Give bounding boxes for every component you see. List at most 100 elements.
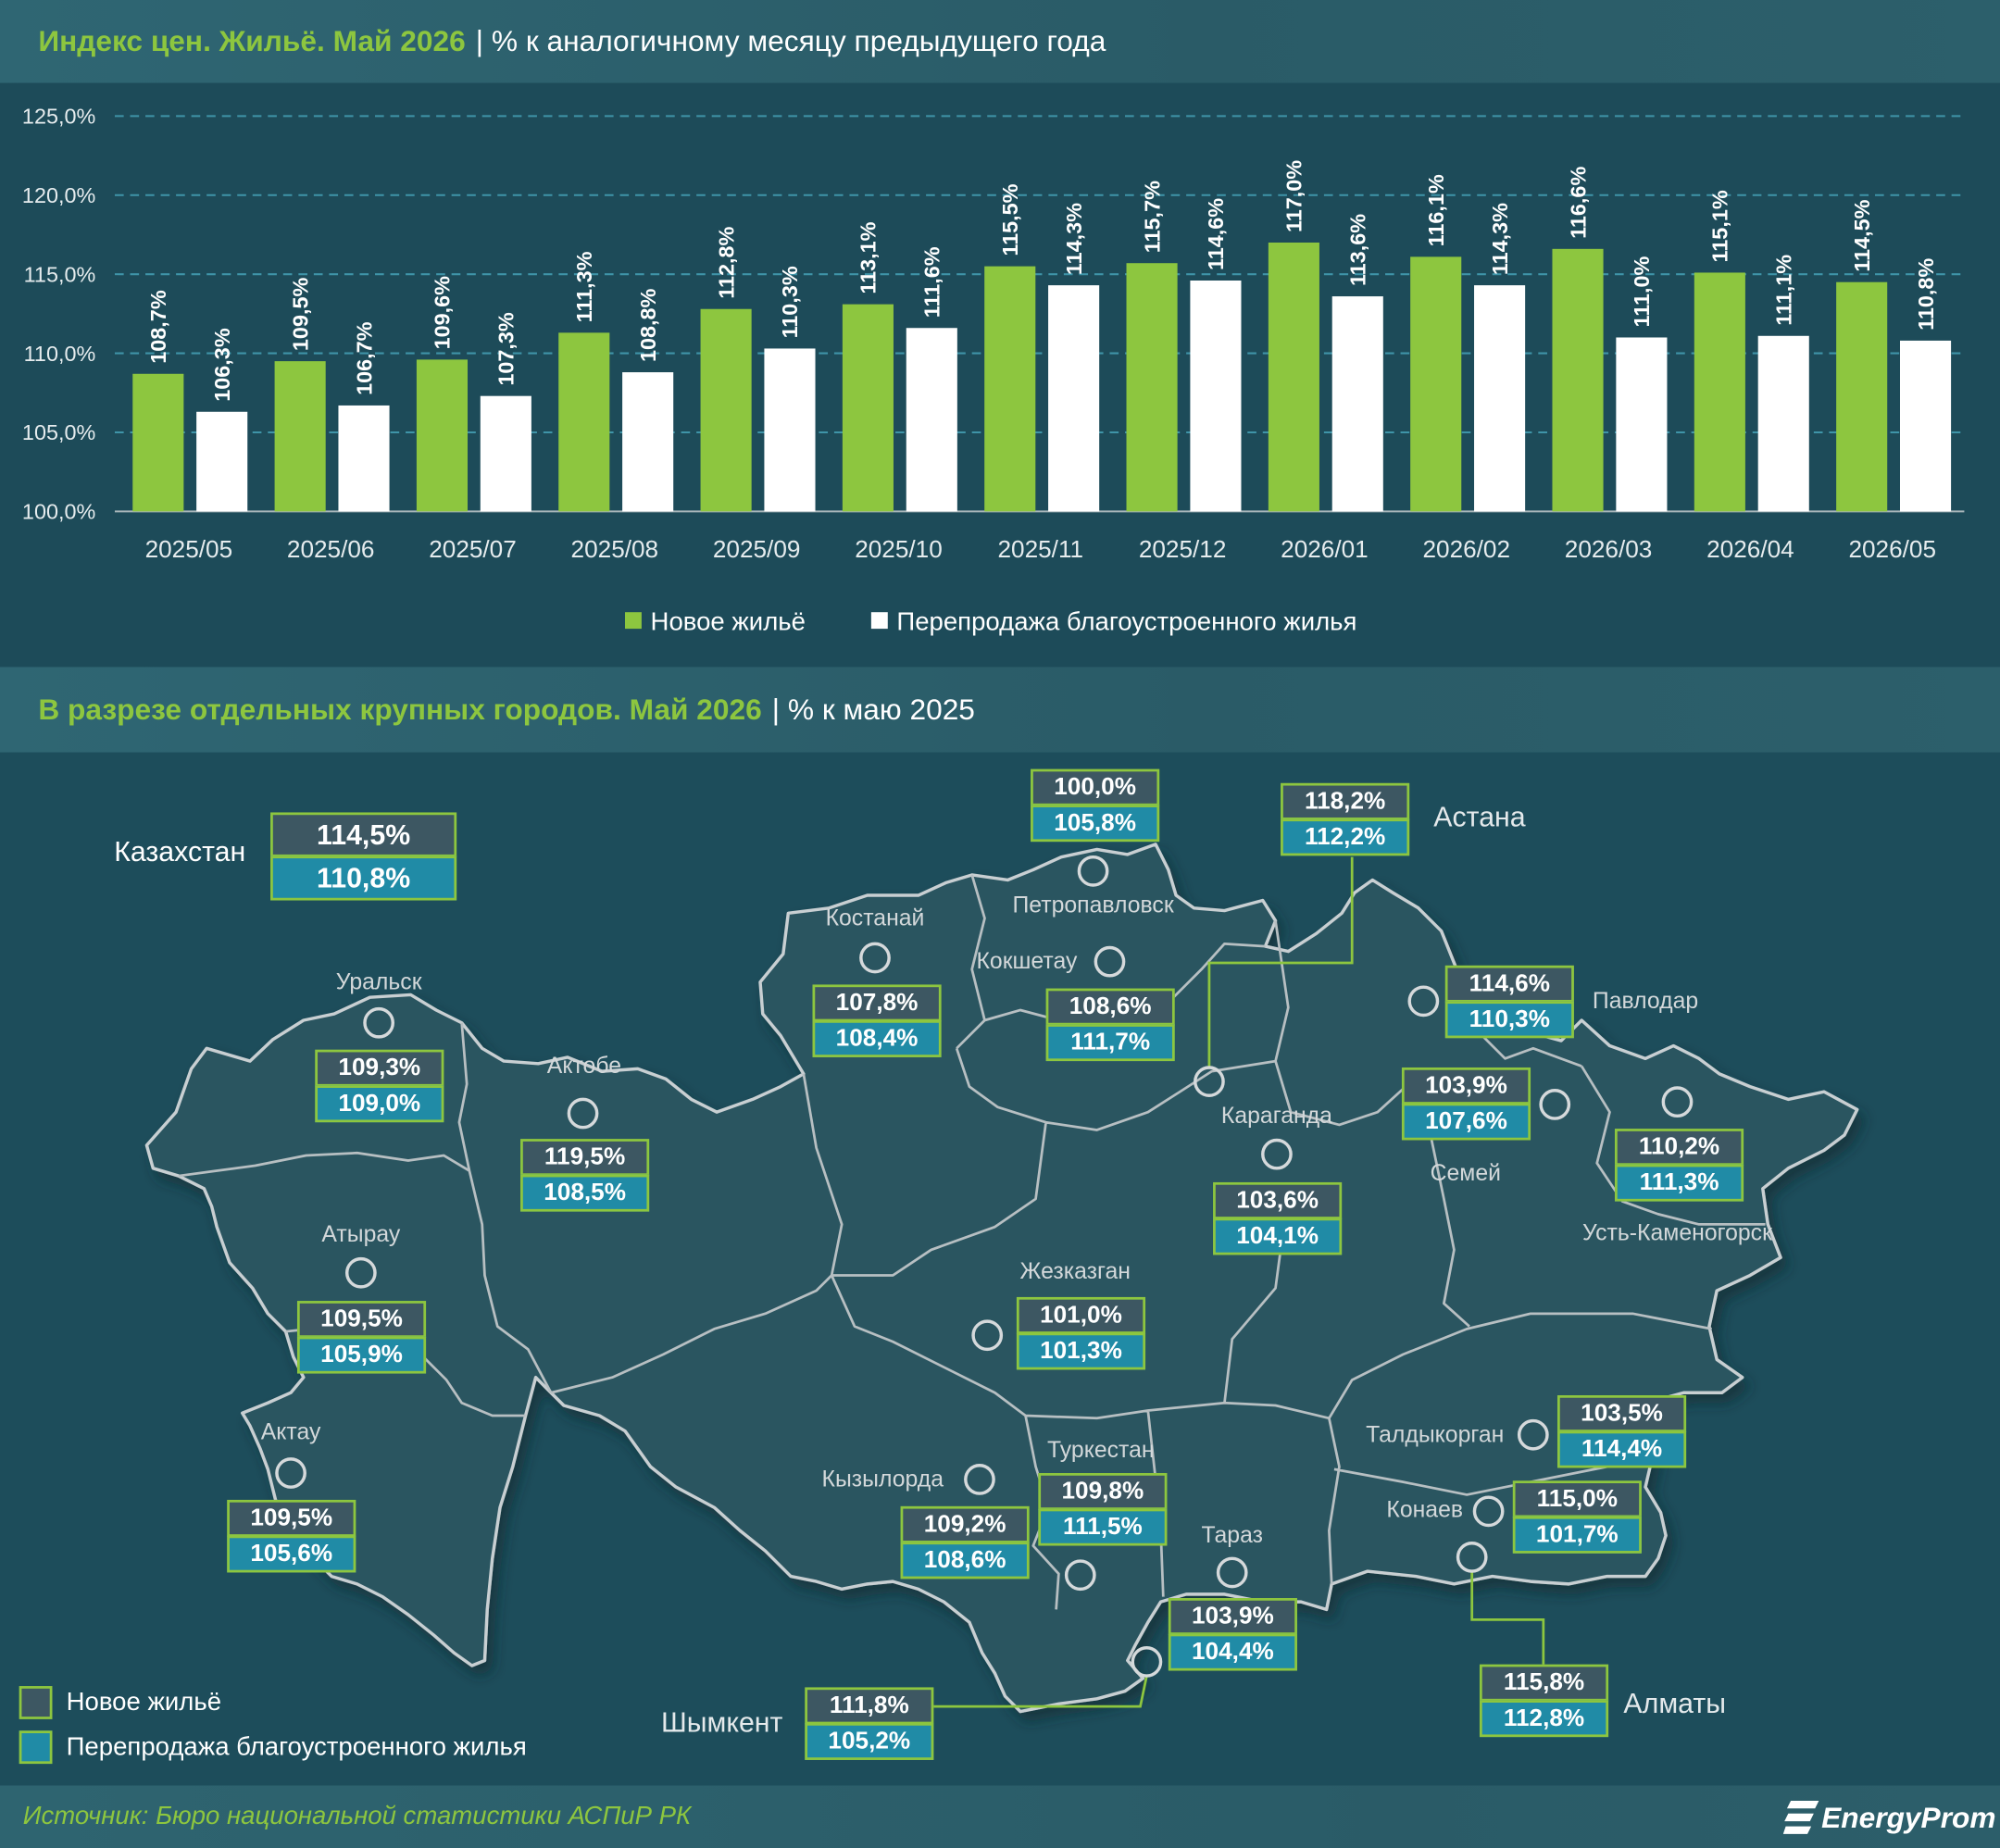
resale-housing-value: 110,3% [1444, 1001, 1574, 1039]
resale-housing-value: 112,8% [1479, 1700, 1609, 1738]
x-tick-label: 2026/01 [1281, 535, 1369, 563]
city-marker-layer [275, 855, 1694, 1678]
city-label: Кокшетау [976, 948, 1078, 974]
resale-housing-value: 105,9% [296, 1336, 427, 1374]
city-label: Конаев [1386, 1496, 1464, 1523]
city-value-box: 109,5% 105,6% [227, 1499, 356, 1573]
city-value-box: 100,0% 105,8% [1031, 768, 1160, 843]
city-value-box: 103,6% 104,1% [1213, 1181, 1343, 1255]
new-housing-value: 103,6% [1213, 1181, 1343, 1219]
footer: Источник: Бюро национальной статистики А… [0, 1785, 2000, 1848]
new-housing-value: 114,6% [1444, 965, 1574, 1003]
new-housing-value: 109,2% [900, 1505, 1030, 1543]
new-housing-value: 111,8% [805, 1687, 934, 1725]
city-value-box: 119,5% 108,5% [520, 1139, 650, 1212]
chart-title: Индекс цен. Жильё. Май 2026 [38, 24, 466, 57]
city-marker-icon [275, 1457, 306, 1489]
city-value-box: 115,0% 101,7% [1512, 1480, 1642, 1554]
city-value-box: 115,8% 112,8% [1479, 1664, 1609, 1738]
value-label: 111,6% [920, 246, 944, 318]
bar-resale-2026-01 [1331, 296, 1383, 512]
bar-new-2025-07 [416, 359, 469, 512]
city-value-box: 114,6% 110,3% [1444, 965, 1574, 1039]
y-tick-label: 120,0% [22, 183, 95, 207]
bar-resale-2026-04 [1757, 335, 1809, 512]
y-tick-label: 115,0% [24, 262, 96, 286]
country-label: Казахстан [114, 835, 246, 868]
bar-resale-2026-05 [1899, 340, 1952, 512]
resale-housing-value: 111,3% [1614, 1164, 1744, 1202]
city-label: Караганда [1220, 1102, 1332, 1129]
value-label: 113,1% [856, 221, 881, 293]
value-label: 114,3% [1488, 203, 1512, 275]
bar-resale-2025-07 [480, 395, 531, 512]
city-label: Жезказган [1019, 1257, 1131, 1284]
value-label: 109,5% [288, 278, 312, 352]
new-housing-value: 109,8% [1038, 1473, 1168, 1510]
resale-housing-value: 105,8% [1031, 805, 1160, 843]
resale-housing-value: 112,2% [1281, 818, 1410, 856]
city-value-box: 107,8% 108,4% [812, 984, 942, 1057]
connector-line [933, 1675, 1148, 1708]
bar-resale-2025-11 [1048, 285, 1100, 512]
resale-housing-value: 108,4% [812, 1020, 942, 1057]
bar-new-2025-05 [132, 373, 184, 512]
label-layer: 108,7% 106,3% 2025/05 109,5% 106,7% 2025/06 10… [145, 160, 1938, 563]
resale-housing-value: 111,5% [1038, 1508, 1168, 1546]
city-marker-icon [1456, 1542, 1488, 1573]
city-marker-icon [1661, 1086, 1694, 1118]
x-tick-label: 2026/02 [1422, 535, 1510, 563]
map-header: В разрезе отдельных крупных городов. Май… [0, 667, 2000, 753]
value-label: 111,3% [572, 251, 596, 322]
bar-resale-2025-08 [622, 372, 674, 512]
city-marker-icon [363, 1006, 395, 1039]
city-marker-icon [567, 1097, 599, 1130]
city-marker-icon [1261, 1138, 1293, 1170]
value-label: 108,7% [146, 290, 170, 364]
value-label: 109,6% [431, 276, 455, 350]
bar-new-2025-11 [984, 266, 1036, 512]
resale-housing-value: 101,3% [1016, 1332, 1146, 1370]
bar-new-2026-05 [1836, 281, 1888, 512]
city-label: Талдыкорган [1366, 1421, 1505, 1447]
city-label: Актобе [546, 1053, 622, 1079]
value-label: 111,1% [1771, 255, 1795, 326]
new-housing-value: 118,2% [1281, 782, 1410, 820]
chart-subtitle: | % к аналогичному месяцу предыдущего го… [475, 24, 1106, 57]
connector-line [1470, 1571, 1545, 1665]
x-tick-label: 2025/07 [429, 535, 517, 563]
country-new-value: 114,5% [270, 812, 457, 857]
value-label: 110,3% [778, 266, 802, 338]
city-marker-icon [1094, 945, 1126, 978]
city-label: Уральск [335, 968, 422, 994]
city-marker-icon [964, 1464, 995, 1495]
value-label: 115,5% [998, 183, 1022, 256]
city-label: Кызылорда [821, 1466, 944, 1492]
logo-text: EnergyProm [1821, 1801, 1996, 1834]
connector-layer [933, 856, 1545, 1708]
new-housing-value: 109,5% [296, 1301, 427, 1338]
new-housing-value: 107,8% [812, 984, 942, 1022]
bar-new-2026-02 [1410, 256, 1462, 512]
value-label: 110,8% [1914, 258, 1938, 331]
value-label: 114,5% [1850, 199, 1874, 271]
city-value-box: 103,9% 104,4% [1168, 1598, 1297, 1671]
city-label: Семей [1430, 1159, 1502, 1186]
value-label: 107,3% [494, 312, 519, 386]
city-value-box: 103,9% 107,6% [1401, 1067, 1531, 1141]
new-housing-value: 115,8% [1479, 1664, 1609, 1702]
value-label: 117,0% [1282, 160, 1306, 232]
city-marker-icon [1407, 985, 1440, 1018]
y-tick-label: 105,0% [22, 420, 95, 444]
resale-housing-value: 111,7% [1045, 1024, 1175, 1062]
city-marker-icon [1216, 1556, 1248, 1589]
city-marker-icon [1131, 1646, 1163, 1678]
bar-new-2026-03 [1552, 248, 1604, 512]
map-title: В разрезе отдельных крупных городов. Май… [38, 692, 762, 726]
city-marker-icon [859, 942, 891, 974]
value-label: 106,7% [352, 321, 376, 395]
x-tick-label: 2025/05 [145, 535, 233, 563]
connector-line [1207, 856, 1354, 1068]
logo-stripes-icon [1782, 1801, 1819, 1834]
